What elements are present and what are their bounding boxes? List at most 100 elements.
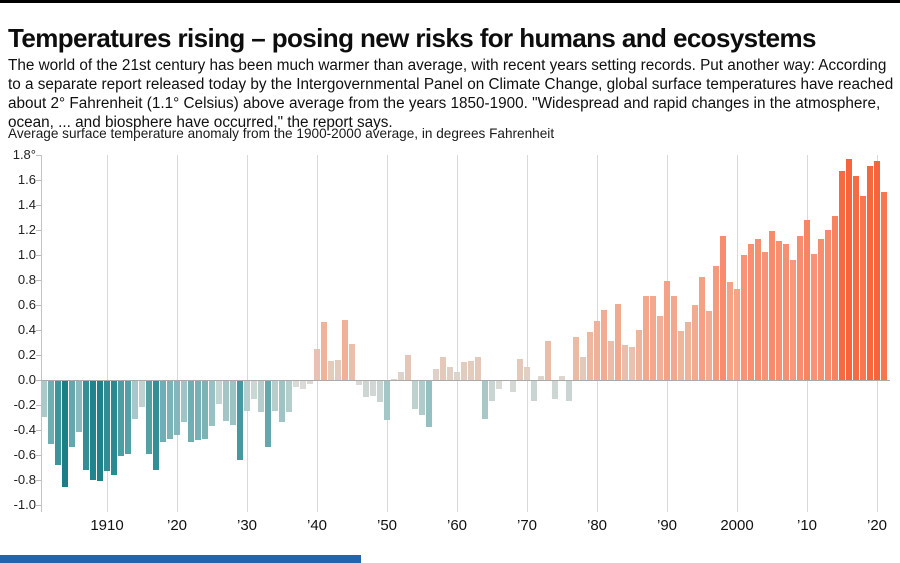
y-axis-label: 1.2 <box>17 222 36 237</box>
temp-bar-1976 <box>566 381 572 401</box>
top-border-rule <box>0 0 900 3</box>
temp-bar-1982 <box>608 341 614 380</box>
temp-bar-2008 <box>790 260 796 380</box>
temp-bar-2001 <box>741 255 747 380</box>
temp-bar-1903 <box>55 381 61 465</box>
y-axis-label: 1.0 <box>17 247 36 262</box>
y-axis-label: 1.8° <box>12 147 36 162</box>
temp-bar-1912 <box>118 381 124 456</box>
temp-bar-1979 <box>587 332 593 380</box>
temp-bar-2006 <box>776 241 782 380</box>
y-axis-label: 0.2 <box>17 347 36 362</box>
temp-bar-1993 <box>685 322 691 380</box>
temp-bar-2019 <box>867 166 873 380</box>
decade-gridline <box>317 155 318 512</box>
temp-bar-1908 <box>90 381 96 480</box>
temp-bar-1937 <box>293 381 299 387</box>
temp-bar-1924 <box>202 381 208 439</box>
temp-bar-1907 <box>83 381 89 470</box>
temp-bar-1992 <box>678 331 684 380</box>
y-axis-tick <box>36 205 41 206</box>
temp-bar-1905 <box>69 381 75 447</box>
temp-bar-1966 <box>496 381 502 389</box>
temp-bar-1996 <box>706 311 712 380</box>
y-axis-tick <box>36 305 41 306</box>
temp-bar-1990 <box>664 281 670 380</box>
decade-gridline <box>387 155 388 512</box>
y-axis-tick <box>36 480 41 481</box>
temp-bar-1968 <box>510 381 516 392</box>
temp-bar-1957 <box>433 369 439 380</box>
x-axis-label: ’50 <box>376 517 398 534</box>
temp-bar-1962 <box>468 361 474 380</box>
y-axis-label: 0.4 <box>17 322 36 337</box>
temp-bar-1946 <box>356 381 362 385</box>
temp-bar-1998 <box>720 236 726 380</box>
temp-bar-1951 <box>391 379 397 380</box>
y-axis-label: 1.6 <box>17 172 36 187</box>
y-axis-label: 0.0 <box>17 372 36 387</box>
temp-bar-1935 <box>279 381 285 422</box>
decade-gridline <box>457 155 458 512</box>
x-axis-label: ’20 <box>166 517 188 534</box>
intro-paragraph: The world of the 21st century has been m… <box>8 57 894 131</box>
temp-bar-1931 <box>251 381 257 399</box>
page-title: Temperatures rising – posing new risks f… <box>8 23 816 54</box>
temp-bar-1955 <box>419 381 425 415</box>
y-axis-tick <box>36 255 41 256</box>
temp-bar-1970 <box>524 367 530 380</box>
x-axis-label: ’20 <box>866 517 888 534</box>
temp-bar-1918 <box>160 381 166 442</box>
temp-bar-1920 <box>174 381 180 435</box>
decade-gridline <box>247 155 248 512</box>
y-axis-tick <box>36 455 41 456</box>
temp-bar-2005 <box>769 231 775 380</box>
temp-bar-1995 <box>699 277 705 380</box>
temp-bar-1943 <box>335 360 341 380</box>
x-axis-label: ’40 <box>306 517 328 534</box>
temp-bar-1928 <box>230 381 236 425</box>
temp-bar-1926 <box>216 381 222 404</box>
x-axis-label: 2000 <box>720 517 754 534</box>
y-axis-tick <box>36 155 41 156</box>
temp-bar-2011 <box>811 254 817 380</box>
temp-bar-1991 <box>671 296 677 380</box>
temp-bar-1936 <box>286 381 292 412</box>
x-axis-label: ’60 <box>446 517 468 534</box>
temp-bar-1958 <box>440 357 446 380</box>
y-axis-tick <box>36 430 41 431</box>
temp-bar-1932 <box>258 381 264 412</box>
temp-bar-1956 <box>426 381 432 427</box>
temp-bar-1948 <box>370 381 376 396</box>
temp-bar-1964 <box>482 381 488 419</box>
temp-bar-1984 <box>622 345 628 380</box>
temp-bar-1939 <box>307 381 313 384</box>
temp-bar-1953 <box>405 355 411 380</box>
temp-bar-1975 <box>559 376 565 380</box>
temp-bar-1988 <box>650 296 656 380</box>
y-axis-label: -0.4 <box>13 422 36 437</box>
temp-bar-1949 <box>377 381 383 402</box>
x-axis-label: ’90 <box>656 517 678 534</box>
temp-bar-2014 <box>832 216 838 380</box>
temp-bar-1904 <box>62 381 68 487</box>
temp-bar-1930 <box>244 381 250 411</box>
temp-bar-1980 <box>594 321 600 380</box>
temp-bar-1945 <box>349 344 355 380</box>
temp-bar-1987 <box>643 296 649 380</box>
temp-bar-1910 <box>104 381 110 471</box>
temp-bar-1901 <box>41 381 47 417</box>
temp-bar-1999 <box>727 282 733 380</box>
temp-bar-1983 <box>615 304 621 380</box>
temp-bar-2017 <box>853 176 859 380</box>
temp-bar-1921 <box>181 381 187 422</box>
temp-bar-1981 <box>601 310 607 380</box>
temp-bar-2000 <box>734 289 740 380</box>
temp-bar-1971 <box>531 381 537 401</box>
temp-bar-2004 <box>762 252 768 380</box>
temp-bar-1917 <box>153 381 159 470</box>
y-axis-tick <box>36 180 41 181</box>
temp-bar-1950 <box>384 381 390 420</box>
temp-bar-1914 <box>132 381 138 419</box>
